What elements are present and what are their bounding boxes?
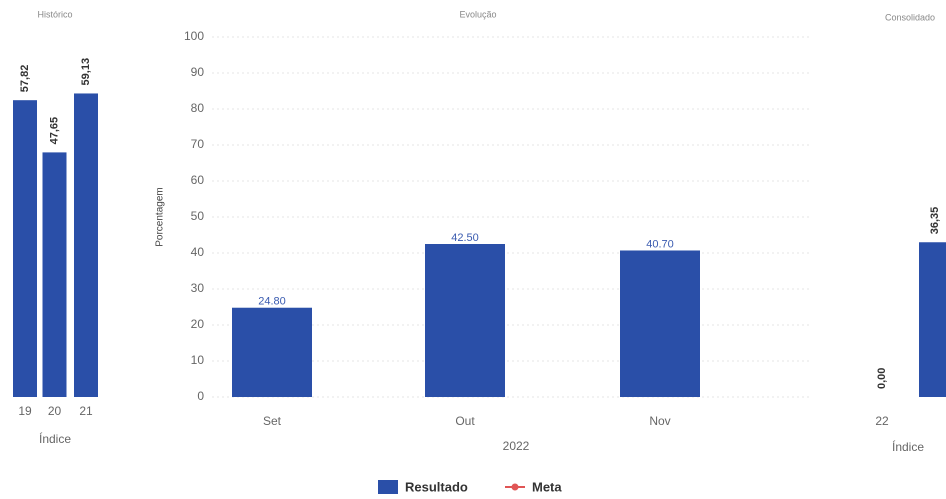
legend-label: Meta	[532, 479, 562, 494]
x-tick-label: 20	[48, 404, 62, 418]
y-tick-label: 80	[191, 101, 205, 115]
y-tick-label: 20	[191, 317, 205, 331]
data-label: 36,35	[929, 207, 941, 235]
x-tick-label: Set	[263, 414, 282, 428]
data-label: 24.80	[258, 296, 286, 308]
y-tick-label: 50	[191, 209, 205, 223]
x-axis-label: Índice	[892, 439, 924, 454]
data-label: 0,00	[876, 368, 888, 389]
bar	[232, 307, 312, 397]
bar	[620, 250, 700, 397]
y-tick-label: 60	[191, 173, 205, 187]
data-label: 40.70	[646, 238, 674, 250]
x-tick-label: 22	[875, 414, 889, 428]
y-tick-label: 30	[191, 281, 205, 295]
x-tick-label: Out	[455, 414, 475, 428]
bar	[13, 100, 37, 397]
legend-swatch	[378, 480, 398, 494]
legend-swatch	[511, 483, 519, 491]
data-label: 59,13	[80, 58, 92, 86]
legend-label: Resultado	[405, 479, 468, 494]
chart-title: Evolução	[459, 9, 496, 19]
bar	[425, 244, 505, 397]
bar	[42, 152, 67, 397]
y-tick-label: 40	[191, 245, 205, 259]
y-axis-label: Porcentagem	[155, 187, 166, 246]
x-axis-label: Índice	[39, 431, 71, 446]
data-label: 57,82	[19, 65, 31, 93]
x-axis-label: 2022	[503, 439, 530, 453]
x-tick-label: Nov	[649, 414, 670, 428]
data-label: 42.50	[451, 232, 479, 244]
y-tick-label: 10	[191, 353, 205, 367]
y-tick-label: 90	[191, 65, 205, 79]
bar	[74, 93, 98, 397]
y-tick-label: 100	[184, 29, 204, 43]
chart-title: Histórico	[37, 9, 72, 19]
x-tick-label: 21	[79, 404, 93, 418]
chart-title: Consolidado	[885, 12, 935, 22]
y-tick-label: 70	[191, 137, 205, 151]
bar	[919, 242, 946, 397]
y-tick-label: 0	[197, 389, 204, 403]
data-label: 47,65	[48, 117, 60, 145]
x-tick-label: 19	[18, 404, 32, 418]
